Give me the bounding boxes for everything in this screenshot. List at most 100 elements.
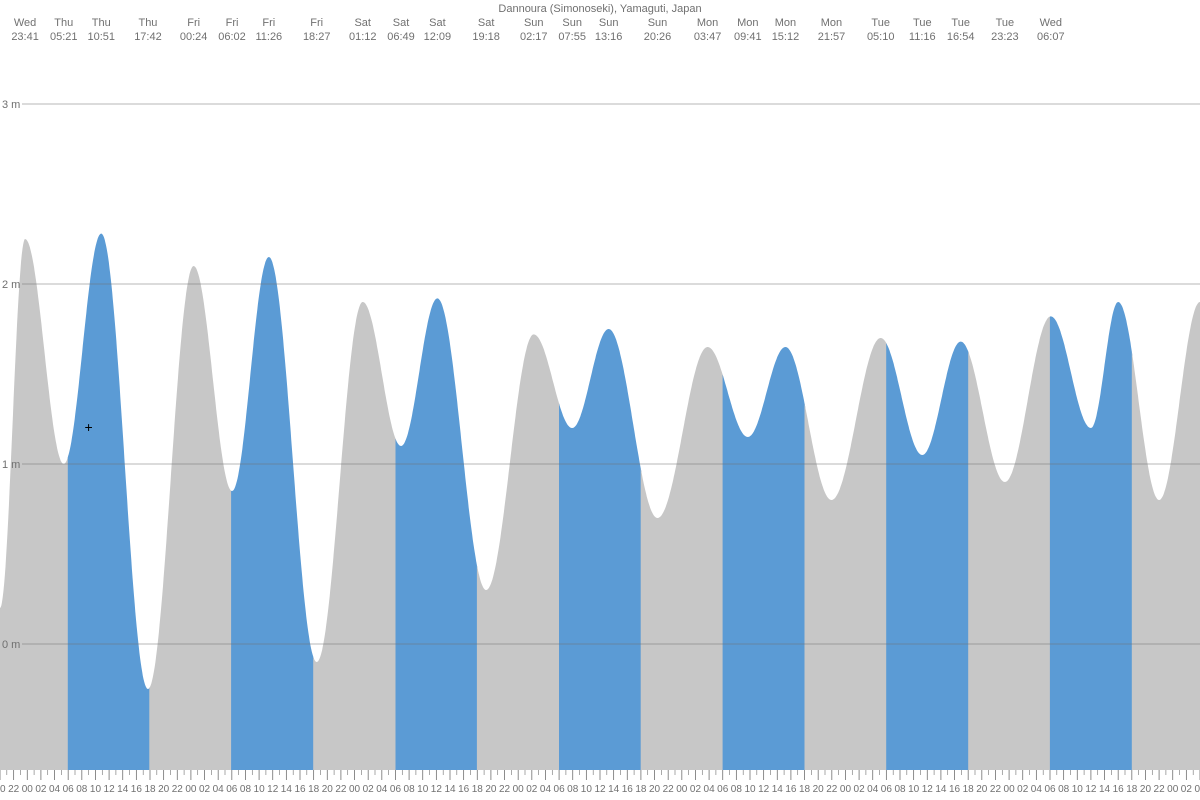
- header-event-day: Sun: [524, 17, 544, 29]
- x-axis-label: 00: [1167, 784, 1179, 795]
- x-axis-label: 02: [363, 784, 375, 795]
- header-event-day: Tue: [951, 17, 970, 29]
- x-axis-label: 22: [499, 784, 511, 795]
- x-axis-label: 14: [1099, 784, 1111, 795]
- header-event-time: 07:55: [558, 31, 586, 43]
- header-event-time: 11:16: [909, 31, 936, 43]
- x-axis-label: 12: [431, 784, 443, 795]
- x-axis-label: 04: [867, 784, 879, 795]
- header-event-time: 01:12: [349, 31, 377, 43]
- header-event-day: Tue: [996, 17, 1015, 29]
- x-axis-label: 20: [813, 784, 825, 795]
- x-axis-label: 20: [158, 784, 170, 795]
- header-event-day: Sun: [599, 17, 619, 29]
- header-event-day: Fri: [262, 17, 275, 29]
- x-axis-label: 04: [540, 784, 552, 795]
- x-axis-label: 18: [308, 784, 320, 795]
- header-event-day: Sun: [562, 17, 582, 29]
- header-event-time: 03:47: [694, 31, 722, 43]
- header-event-time: 16:54: [947, 31, 975, 43]
- x-axis-label: 22: [1154, 784, 1166, 795]
- x-axis-label: 20: [1140, 784, 1152, 795]
- header-event-time: 23:23: [991, 31, 1019, 43]
- header-event-time: 00:24: [180, 31, 208, 43]
- x-axis-label: 06: [881, 784, 893, 795]
- y-axis-label: 0 m: [2, 639, 20, 651]
- x-axis-label: 12: [594, 784, 606, 795]
- x-axis-label: 16: [458, 784, 470, 795]
- tide-area-day: [1050, 302, 1133, 770]
- header-event-time: 19:18: [472, 31, 500, 43]
- x-axis-label: 04: [1194, 784, 1200, 795]
- x-axis-label: 02: [526, 784, 538, 795]
- x-axis-label: 06: [1044, 784, 1056, 795]
- header-event-day: Wed: [1040, 17, 1062, 29]
- x-axis-label: 10: [744, 784, 756, 795]
- x-axis-label: 22: [172, 784, 184, 795]
- x-axis-label: 18: [472, 784, 484, 795]
- x-axis-label: 00: [676, 784, 688, 795]
- x-axis-label: 00: [1004, 784, 1016, 795]
- x-axis-label: 02: [854, 784, 866, 795]
- tide-area-night: [477, 334, 560, 770]
- tide-area-night: [805, 338, 887, 770]
- x-axis-label: 14: [935, 784, 947, 795]
- x-axis-label: 22: [826, 784, 838, 795]
- x-axis-label: 06: [717, 784, 729, 795]
- x-axis-label: 16: [294, 784, 306, 795]
- header-event-time: 10:51: [87, 31, 115, 43]
- x-axis-label: 00: [22, 784, 34, 795]
- x-axis-label: 08: [731, 784, 743, 795]
- header-event-day: Thu: [54, 17, 73, 29]
- x-axis-label: 20: [649, 784, 661, 795]
- y-axis-label: 2 m: [2, 279, 20, 291]
- x-axis-label: 18: [963, 784, 975, 795]
- x-axis-label: 14: [772, 784, 784, 795]
- x-axis-label: 20: [976, 784, 988, 795]
- header-event-time: 05:10: [867, 31, 895, 43]
- x-axis-label: 22: [335, 784, 347, 795]
- x-axis-label: 18: [1126, 784, 1138, 795]
- header-event-day: Mon: [775, 17, 796, 29]
- header-event-day: Fri: [310, 17, 323, 29]
- header-event-time: 23:41: [11, 31, 39, 43]
- tide-area-day: [559, 329, 641, 770]
- header-event-time: 13:16: [595, 31, 623, 43]
- tide-area-group: [0, 234, 1200, 770]
- x-axis-label: 18: [144, 784, 156, 795]
- header-event-day: Tue: [913, 17, 932, 29]
- x-axis-label: 00: [349, 784, 361, 795]
- header-event-day: Thu: [138, 17, 157, 29]
- x-axis-label: 18: [635, 784, 647, 795]
- x-axis-label: 14: [608, 784, 620, 795]
- header-event-time: 06:49: [387, 31, 415, 43]
- x-axis-label: 12: [758, 784, 770, 795]
- x-axis-label: 08: [240, 784, 252, 795]
- header-event-time: 02:17: [520, 31, 548, 43]
- header-event-time: 09:41: [734, 31, 762, 43]
- x-axis-label: 16: [1113, 784, 1125, 795]
- x-axis-label: 10: [1072, 784, 1084, 795]
- header-event-time: 15:12: [772, 31, 800, 43]
- x-axis-label: 08: [894, 784, 906, 795]
- tide-area-night: [968, 316, 1050, 770]
- x-axis-label: 22: [990, 784, 1002, 795]
- x-axis-label: 04: [376, 784, 388, 795]
- x-axis-label: 06: [63, 784, 75, 795]
- x-axis-label: 10: [581, 784, 593, 795]
- x-axis-label: 16: [622, 784, 634, 795]
- tide-area-day: [231, 257, 314, 770]
- header-event-day: Thu: [92, 17, 111, 29]
- y-axis-label: 1 m: [2, 459, 20, 471]
- x-axis-label: 10: [254, 784, 266, 795]
- header-event-time: 12:09: [424, 31, 452, 43]
- current-time-marker: +: [85, 419, 93, 435]
- x-axis-label: 00: [185, 784, 197, 795]
- x-axis-label: 12: [104, 784, 116, 795]
- header-event-day: Mon: [697, 17, 718, 29]
- x-axis-label: 06: [390, 784, 402, 795]
- header-event-day: Mon: [737, 17, 758, 29]
- x-axis-label: 10: [417, 784, 429, 795]
- x-axis-label: 14: [444, 784, 456, 795]
- header-event-day: Sat: [354, 17, 371, 29]
